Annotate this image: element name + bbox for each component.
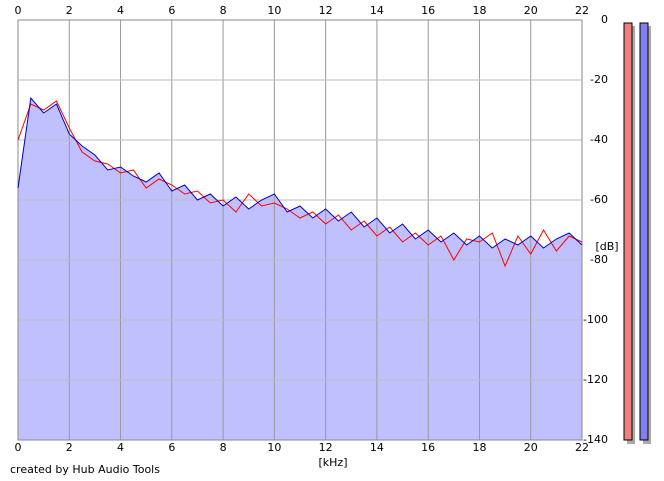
credit: created by Hub Audio Tools bbox=[10, 463, 160, 476]
x-tick-label: 0 bbox=[15, 441, 22, 454]
level-meter-right bbox=[639, 22, 649, 441]
x-tick-label-top: 18 bbox=[472, 4, 486, 17]
y-tick-label: -140 bbox=[583, 433, 608, 446]
x-tick-label: 20 bbox=[524, 441, 538, 454]
x-tick-label: 14 bbox=[370, 441, 384, 454]
y-tick-label: -80 bbox=[590, 253, 608, 266]
x-tick-label-top: 22 bbox=[575, 4, 589, 17]
level-meter-left bbox=[623, 22, 633, 441]
x-tick-label: 2 bbox=[66, 441, 73, 454]
x-tick-label: 16 bbox=[421, 441, 435, 454]
x-tick-label-top: 0 bbox=[15, 4, 22, 17]
x-axis-label: [kHz] bbox=[319, 456, 348, 469]
y-tick-label: -60 bbox=[590, 193, 608, 206]
area bbox=[18, 98, 582, 440]
y-axis-label: [dB] bbox=[595, 240, 618, 253]
x-tick-label: 4 bbox=[117, 441, 124, 454]
spectrum-line bbox=[17, 96, 583, 249]
plot-area bbox=[17, 19, 583, 441]
x-tick-label-top: 6 bbox=[168, 4, 175, 17]
x-tick-label-top: 4 bbox=[117, 4, 124, 17]
x-tick-label-top: 8 bbox=[220, 4, 227, 17]
y-tick-label: -100 bbox=[583, 313, 608, 326]
y-tick-label: -40 bbox=[590, 133, 608, 146]
x-tick-label-top: 14 bbox=[370, 4, 384, 17]
y-tick-label: -120 bbox=[583, 373, 608, 386]
y-tick-label: 0 bbox=[601, 13, 608, 26]
x-tick-label-top: 2 bbox=[66, 4, 73, 17]
x-tick-label: 6 bbox=[168, 441, 175, 454]
x-tick-label: 18 bbox=[472, 441, 486, 454]
x-tick-label: 8 bbox=[220, 441, 227, 454]
plot-border bbox=[17, 19, 583, 441]
x-tick-label: 12 bbox=[319, 441, 333, 454]
x-tick-label: 22 bbox=[575, 441, 589, 454]
x-tick-label: 10 bbox=[267, 441, 281, 454]
x-tick-label-top: 10 bbox=[267, 4, 281, 17]
x-tick-label-top: 20 bbox=[524, 4, 538, 17]
x-tick-label-top: 12 bbox=[319, 4, 333, 17]
y-tick-label: -20 bbox=[590, 73, 608, 86]
spectrum-line bbox=[17, 100, 583, 268]
x-tick-label-top: 16 bbox=[421, 4, 435, 17]
